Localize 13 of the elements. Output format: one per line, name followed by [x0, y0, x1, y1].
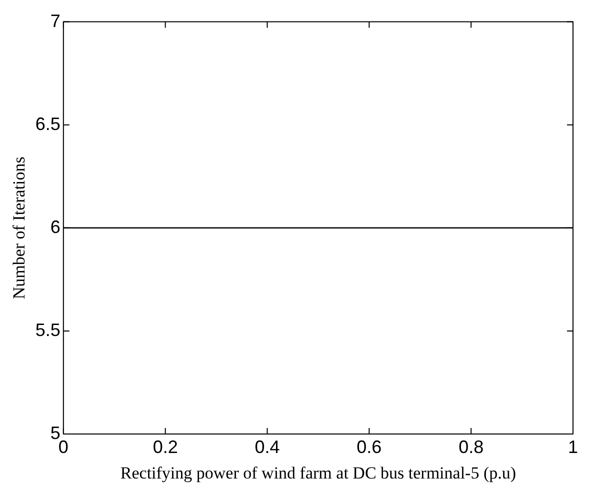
- x-tick-label: 0.2: [152, 436, 178, 457]
- x-tick-label: 0.6: [356, 436, 382, 457]
- x-axis-title: Rectifying power of wind farm at DC bus terminal-5 (p.u): [120, 463, 516, 482]
- y-axis-title: Number of Iterations: [10, 156, 29, 300]
- x-tick-label: 0.8: [458, 436, 484, 457]
- y-tick-label: 6.5: [35, 114, 60, 134]
- x-tick-label: 1: [568, 436, 578, 457]
- x-tick-label: 0: [58, 436, 68, 457]
- y-tick-label: 5.5: [35, 320, 60, 340]
- y-tick-label: 5: [50, 422, 60, 443]
- x-tick-label: 0.4: [254, 436, 280, 457]
- y-tick-label: 6: [50, 216, 60, 237]
- y-tick-label: 7: [50, 10, 60, 31]
